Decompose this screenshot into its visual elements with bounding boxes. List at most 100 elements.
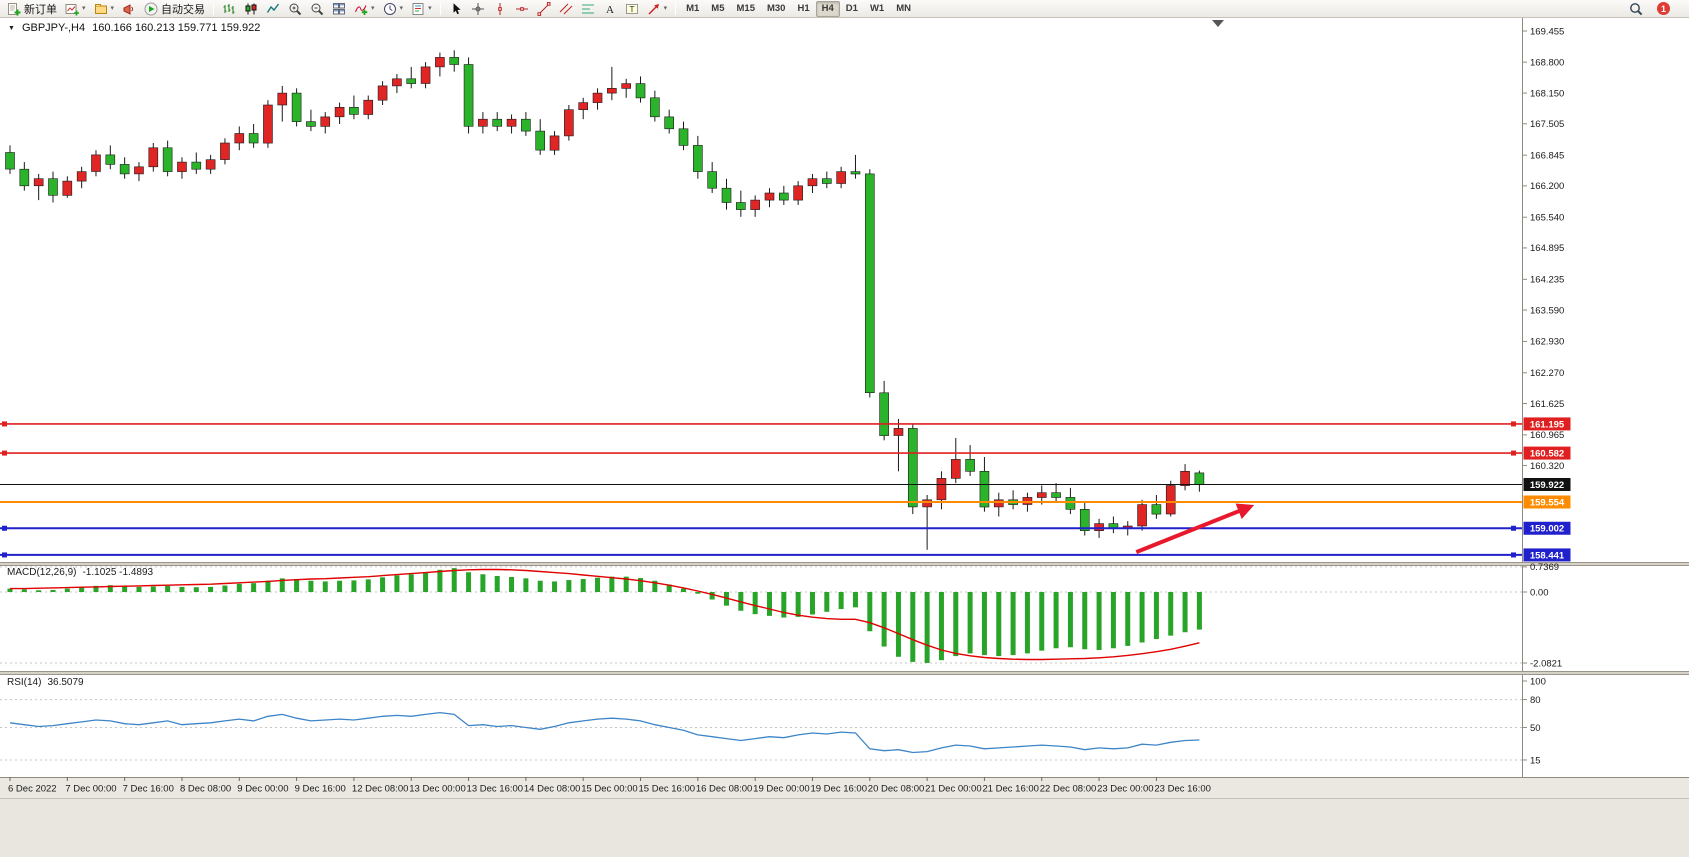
- tf-w1-button[interactable]: W1: [864, 1, 890, 17]
- time-axis[interactable]: [0, 777, 1689, 798]
- svg-text:6 Dec 2022: 6 Dec 2022: [8, 784, 57, 795]
- svg-text:80: 80: [1530, 695, 1541, 706]
- candles-icon: [244, 2, 258, 16]
- template-icon: [411, 2, 425, 16]
- tf-h1-button[interactable]: H1: [791, 1, 815, 17]
- line-handle[interactable]: [1511, 525, 1516, 531]
- new-chart-button[interactable]: ▾: [61, 1, 90, 17]
- dropdown-caret-icon: ▾: [110, 5, 115, 12]
- svg-text:13 Dec 00:00: 13 Dec 00:00: [409, 784, 466, 795]
- svg-text:167.505: 167.505: [1530, 119, 1564, 130]
- price-tag-159.922: [1523, 477, 1571, 491]
- profiles-button[interactable]: ▾: [90, 1, 119, 17]
- line-handle[interactable]: [2, 525, 7, 531]
- line-chart-button[interactable]: [262, 1, 284, 17]
- price-tag-159.002: [1523, 521, 1571, 535]
- svg-text:100: 100: [1530, 676, 1546, 687]
- tf-h4-label: H4: [821, 3, 834, 14]
- svg-text:19 Dec 00:00: 19 Dec 00:00: [753, 784, 810, 795]
- vline-icon: [493, 2, 507, 16]
- indicator-plus-icon: [354, 2, 368, 16]
- horizontal-levels-layer: 161.195 160.582 159.922 159.554 159.002 158.4…: [0, 417, 1571, 562]
- price-tag-label: 159.922: [1530, 480, 1564, 491]
- line-handle[interactable]: [1511, 450, 1516, 456]
- window-bottom-area: [0, 798, 1689, 857]
- indicators-button[interactable]: ▾: [350, 1, 379, 17]
- arrows-button[interactable]: ▾: [643, 1, 672, 17]
- megaphone-icon: [122, 2, 136, 16]
- trend-arrow-object[interactable]: [1135, 503, 1255, 554]
- notification-badge[interactable]: 1: [1657, 2, 1670, 15]
- line-handle[interactable]: [1511, 421, 1516, 427]
- autotrading-button[interactable]: 自动交易: [140, 1, 209, 17]
- svg-text:14 Dec 08:00: 14 Dec 08:00: [524, 784, 581, 795]
- tf-m15-button[interactable]: M15: [731, 1, 761, 17]
- svg-text:15 Dec 16:00: 15 Dec 16:00: [639, 784, 696, 795]
- svg-text:T: T: [629, 3, 634, 13]
- svg-text:15: 15: [1530, 755, 1541, 766]
- line-handle[interactable]: [2, 421, 7, 427]
- search-button[interactable]: [1625, 1, 1647, 17]
- svg-text:168.150: 168.150: [1530, 88, 1564, 99]
- time-axis-labels: 6 Dec 2022 7 Dec 00:00 7 Dec 16:00 8 Dec 08…: [8, 777, 1211, 795]
- svg-text:160.320: 160.320: [1530, 461, 1564, 472]
- one-click-trading-toggle[interactable]: ▼: [8, 24, 15, 32]
- alerts-button[interactable]: [118, 1, 140, 17]
- tf-h4-button[interactable]: H4: [815, 0, 840, 17]
- svg-text:0.7369: 0.7369: [1530, 562, 1559, 573]
- tf-mn-button[interactable]: MN: [890, 1, 917, 17]
- tf-h1-label: H1: [797, 3, 810, 14]
- svg-text:8 Dec 08:00: 8 Dec 08:00: [180, 784, 231, 795]
- text-label-button[interactable]: T: [621, 1, 643, 17]
- new-order-button[interactable]: 新订单: [3, 1, 61, 17]
- templates-button[interactable]: ▾: [407, 1, 436, 17]
- svg-text:19 Dec 16:00: 19 Dec 16:00: [810, 784, 867, 795]
- candlestick-chart-button[interactable]: [240, 1, 262, 17]
- tf-m5-button[interactable]: M5: [705, 1, 730, 17]
- tile-windows-button[interactable]: [328, 1, 350, 17]
- panel-divider-macd-rsi[interactable]: [0, 671, 1689, 675]
- svg-text:21 Dec 16:00: 21 Dec 16:00: [982, 784, 1039, 795]
- svg-text:160.965: 160.965: [1530, 430, 1564, 441]
- tf-mn-label: MN: [896, 3, 911, 14]
- tf-d1-button[interactable]: D1: [840, 1, 864, 17]
- equidistant-channel-button[interactable]: [555, 1, 577, 17]
- svg-text:164.895: 164.895: [1530, 243, 1564, 254]
- svg-text:20 Dec 08:00: 20 Dec 08:00: [868, 784, 925, 795]
- vertical-line-button[interactable]: [489, 1, 511, 17]
- bar-chart-button[interactable]: [218, 1, 240, 17]
- trendline-button[interactable]: [533, 1, 555, 17]
- zoom-out-icon: [310, 2, 324, 16]
- cursor-button[interactable]: [445, 1, 467, 17]
- toolbar-separator: [213, 2, 215, 15]
- toolbar-separator: [675, 2, 677, 15]
- macd-signal-line: [10, 568, 1200, 661]
- line-handle[interactable]: [2, 450, 7, 456]
- tf-w1-label: W1: [869, 3, 885, 14]
- tf-m30-label: M30: [766, 3, 786, 14]
- chart-canvas[interactable]: 169.455 168.800 168.150 167.505 166.845 166.2…: [0, 18, 1689, 798]
- horizontal-line-button[interactable]: [511, 1, 533, 17]
- doc-plus-icon: [7, 2, 21, 16]
- tiles-icon: [332, 2, 346, 16]
- crosshair-button[interactable]: [467, 1, 489, 17]
- zoom-in-button[interactable]: [284, 1, 306, 17]
- panel-divider-main-macd[interactable]: [0, 562, 1689, 566]
- dropdown-caret-icon: ▾: [399, 5, 404, 12]
- chart-shift-marker[interactable]: [1212, 20, 1224, 27]
- line-handle[interactable]: [1511, 552, 1516, 558]
- tf-m30-button[interactable]: M30: [761, 1, 791, 17]
- zoom-out-button[interactable]: [306, 1, 328, 17]
- svg-text:162.270: 162.270: [1530, 368, 1564, 379]
- tf-m1-button[interactable]: M1: [680, 1, 705, 17]
- svg-text:13 Dec 16:00: 13 Dec 16:00: [467, 784, 524, 795]
- svg-text:50: 50: [1530, 723, 1541, 734]
- periods-button[interactable]: ▾: [379, 1, 408, 17]
- svg-text:166.845: 166.845: [1530, 150, 1564, 161]
- toolbar: 新订单 ▾ ▾ 自动交易 ▾ ▾ ▾ A T ▾ M1 M5 M15 M30 H1 H4 D1 W1 MN 1: [0, 0, 1689, 18]
- text-button[interactable]: A: [599, 1, 621, 17]
- fibonacci-button[interactable]: [577, 1, 599, 17]
- tf-m15-label: M15: [736, 3, 755, 14]
- line-handle[interactable]: [2, 552, 7, 558]
- price-axis[interactable]: [1523, 18, 1689, 777]
